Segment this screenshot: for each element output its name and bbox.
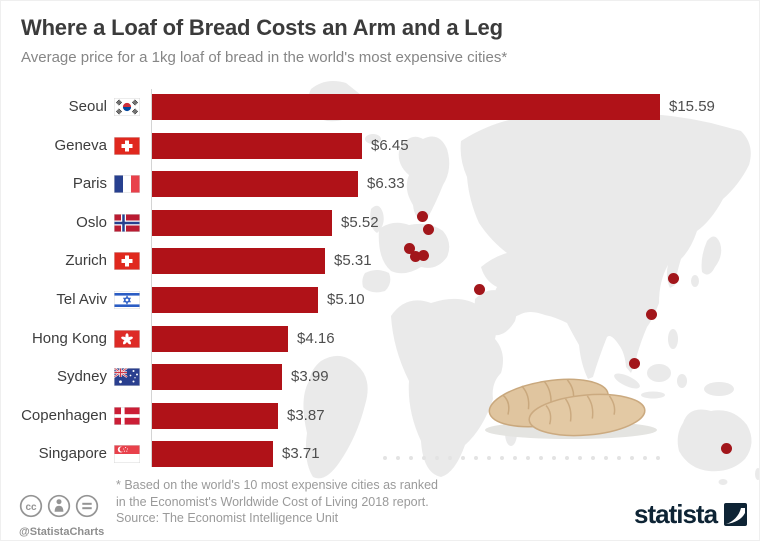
- city-label: Singapore: [38, 445, 107, 462]
- statista-charts-credit: @StatistaCharts: [19, 526, 105, 538]
- bar: [152, 171, 358, 197]
- axis-line: [151, 89, 152, 467]
- cc-icon: cc: [19, 494, 43, 518]
- city-label: Seoul: [68, 98, 107, 115]
- flag-icon-switzerland: [114, 252, 140, 270]
- bar-row: Geneva $6.45: [1, 133, 759, 159]
- bar: [152, 248, 325, 274]
- value-label: $5.52: [341, 214, 379, 231]
- map-dotted-texture: [383, 456, 660, 460]
- city-label: Geneva: [54, 137, 107, 154]
- value-label: $3.99: [291, 368, 329, 385]
- bar: [152, 441, 273, 467]
- value-label: $6.45: [371, 137, 409, 154]
- map-dot-hong-kong: [645, 308, 657, 320]
- bar-row: Zurich $5.31: [1, 248, 759, 274]
- city-label: Hong Kong: [31, 330, 107, 347]
- value-label: $5.10: [327, 291, 365, 308]
- city-label: Zurich: [65, 252, 107, 269]
- bread-illustration: [485, 378, 657, 439]
- value-label: $4.16: [297, 330, 335, 347]
- city-label: Paris: [72, 175, 107, 192]
- bar: [152, 210, 332, 236]
- bar: [152, 133, 362, 159]
- statista-logo: statista: [634, 499, 748, 529]
- map-dot-geneva: [409, 250, 421, 262]
- cc-license-icons: cc: [19, 494, 99, 518]
- bar-row: Oslo $5.52: [1, 210, 759, 236]
- bar: [152, 403, 278, 429]
- map-dot-copenhagen: [422, 223, 434, 235]
- value-label: $3.71: [282, 445, 320, 462]
- bar-row: Seoul $15.59: [1, 94, 759, 120]
- flag-icon-norway: [114, 214, 140, 232]
- footnote-line-2: in the Economist's Worldwide Cost of Liv…: [116, 495, 429, 509]
- flag-icon-israel: [114, 291, 140, 309]
- bar: [152, 364, 282, 390]
- flag-icon-denmark: [114, 407, 140, 425]
- flag-icon-switzerland: [114, 137, 140, 155]
- city-label: Oslo: [76, 214, 107, 231]
- flag-icon-singapore: [114, 445, 140, 463]
- flag-icon-hong-kong: [114, 330, 140, 348]
- bar-row: Singapore $3.71: [1, 441, 759, 467]
- value-label: $5.31: [334, 252, 372, 269]
- source-line: Source: The Economist Intelligence Unit: [116, 511, 339, 525]
- attribution-person-icon: [47, 494, 71, 518]
- chart-title: Where a Loaf of Bread Costs an Arm and a…: [21, 15, 503, 40]
- cc-license-block: cc @StatistaCharts: [19, 493, 115, 538]
- bar-row: Sydney $3.99: [1, 364, 759, 390]
- chart-subtitle: Average price for a 1kg loaf of bread in…: [21, 49, 508, 66]
- no-derivatives-equals-icon: [75, 494, 99, 518]
- value-label: $6.33: [367, 175, 405, 192]
- footnote: * Based on the world's 10 most expensive…: [116, 477, 438, 511]
- statista-logo-icon: [724, 502, 748, 526]
- bar: [152, 94, 660, 120]
- flag-icon-south-korea: [114, 98, 140, 116]
- flag-icon-france: [114, 175, 140, 193]
- map-dot-paris: [403, 242, 415, 254]
- svg-text:cc: cc: [25, 502, 37, 513]
- footnote-line-1: * Based on the world's 10 most expensive…: [116, 478, 439, 492]
- value-label: $3.87: [287, 407, 325, 424]
- map-dot-singapore: [628, 357, 640, 369]
- value-label: $15.59: [669, 98, 715, 115]
- statista-logo-text: statista: [634, 499, 718, 529]
- map-dot-tel-aviv: [473, 283, 485, 295]
- bar: [152, 287, 318, 313]
- bar: [152, 326, 288, 352]
- city-label: Copenhagen: [21, 407, 107, 424]
- map-dot-zurich: [417, 249, 429, 261]
- map-dot-oslo: [416, 210, 428, 222]
- city-label: Sydney: [56, 368, 107, 385]
- map-dot-sydney: [720, 442, 732, 454]
- map-dot-seoul: [667, 272, 679, 284]
- bar-row: Paris $6.33: [1, 171, 759, 197]
- flag-icon-australia: [114, 368, 140, 386]
- bar-row: Hong Kong $4.16: [1, 326, 759, 352]
- bar-row: Copenhagen $3.87: [1, 403, 759, 429]
- bar-row: Tel Aviv $5.10: [1, 287, 759, 313]
- city-label: Tel Aviv: [56, 291, 107, 308]
